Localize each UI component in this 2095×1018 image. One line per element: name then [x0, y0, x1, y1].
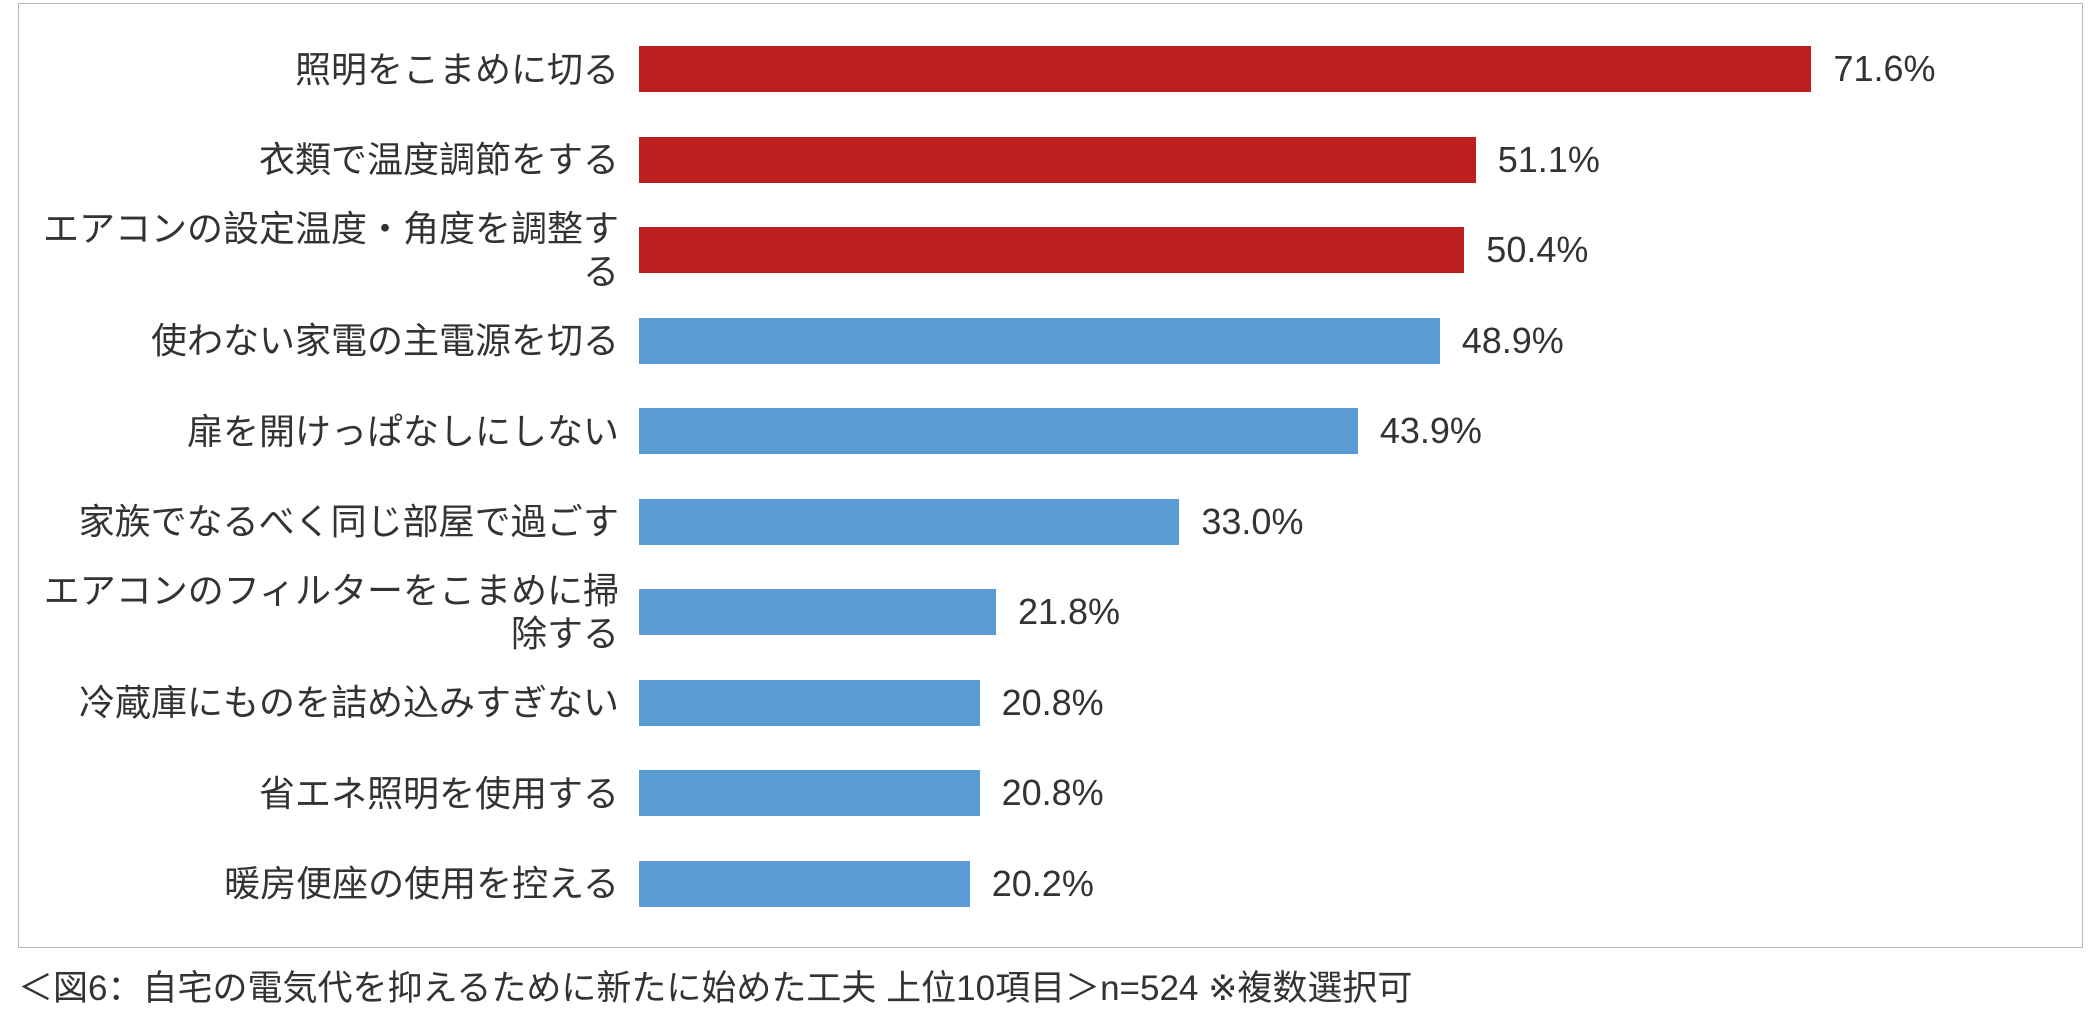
chart-row: 冷蔵庫にものを詰め込みすぎない 20.8%: [19, 658, 2082, 748]
bar: [639, 408, 1358, 454]
chart-row: エアコンのフィルターをこまめに掃除する 21.8%: [19, 567, 2082, 657]
bar-area: 71.6%: [639, 24, 2082, 114]
bar: [639, 46, 1811, 92]
bar-area: 51.1%: [639, 115, 2082, 205]
bar: [639, 318, 1440, 364]
category-label: 省エネ照明を使用する: [19, 772, 639, 815]
bar-area: 33.0%: [639, 477, 2082, 567]
value-label: 71.6%: [1811, 48, 1935, 90]
bar-area: 43.9%: [639, 386, 2082, 476]
chart-row: 家族でなるべく同じ部屋で過ごす 33.0%: [19, 477, 2082, 567]
chart-rows: 照明をこまめに切る 71.6% 衣類で温度調節をする 51.1% エアコンの設定温度・角…: [19, 24, 2082, 929]
bar-area: 21.8%: [639, 567, 2082, 657]
category-label: エアコンのフィルターをこまめに掃除する: [19, 569, 639, 655]
chart-frame: 照明をこまめに切る 71.6% 衣類で温度調節をする 51.1% エアコンの設定温度・角…: [18, 3, 2083, 948]
bar-area: 20.2%: [639, 839, 2082, 929]
category-label: 扉を開けっぱなしにしない: [19, 410, 639, 453]
chart-row: 暖房便座の使用を控える 20.2%: [19, 839, 2082, 929]
chart-row: 省エネ照明を使用する 20.8%: [19, 748, 2082, 838]
bar: [639, 680, 980, 726]
category-label: 照明をこまめに切る: [19, 48, 639, 91]
value-label: 51.1%: [1476, 139, 1600, 181]
bar: [639, 499, 1179, 545]
bar: [639, 589, 996, 635]
figure-caption: ＜図6：自宅の電気代を抑えるために新たに始めた工夫 上位10項目＞n=524 ※…: [18, 960, 1412, 1011]
value-label: 48.9%: [1440, 320, 1564, 362]
category-label: 使わない家電の主電源を切る: [19, 319, 639, 362]
bar-area: 50.4%: [639, 205, 2082, 295]
value-label: 20.8%: [980, 772, 1104, 814]
value-label: 20.8%: [980, 682, 1104, 724]
chart-row: エアコンの設定温度・角度を調整する 50.4%: [19, 205, 2082, 295]
bar: [639, 861, 970, 907]
category-label: 暖房便座の使用を控える: [19, 862, 639, 905]
chart-row: 照明をこまめに切る 71.6%: [19, 24, 2082, 114]
category-label: エアコンの設定温度・角度を調整する: [19, 207, 639, 293]
chart-row: 衣類で温度調節をする 51.1%: [19, 115, 2082, 205]
category-label: 家族でなるべく同じ部屋で過ごす: [19, 500, 639, 543]
bar: [639, 137, 1476, 183]
bar: [639, 770, 980, 816]
bar-area: 20.8%: [639, 658, 2082, 748]
value-label: 43.9%: [1358, 410, 1482, 452]
value-label: 21.8%: [996, 591, 1120, 633]
category-label: 冷蔵庫にものを詰め込みすぎない: [19, 681, 639, 724]
value-label: 33.0%: [1179, 501, 1303, 543]
value-label: 50.4%: [1464, 229, 1588, 271]
bar-area: 48.9%: [639, 296, 2082, 386]
chart-row: 使わない家電の主電源を切る 48.9%: [19, 296, 2082, 386]
chart-row: 扉を開けっぱなしにしない 43.9%: [19, 386, 2082, 476]
bar-area: 20.8%: [639, 748, 2082, 838]
category-label: 衣類で温度調節をする: [19, 138, 639, 181]
value-label: 20.2%: [970, 863, 1094, 905]
figure-container: 照明をこまめに切る 71.6% 衣類で温度調節をする 51.1% エアコンの設定温度・角…: [0, 0, 2095, 1018]
bar: [639, 227, 1464, 273]
